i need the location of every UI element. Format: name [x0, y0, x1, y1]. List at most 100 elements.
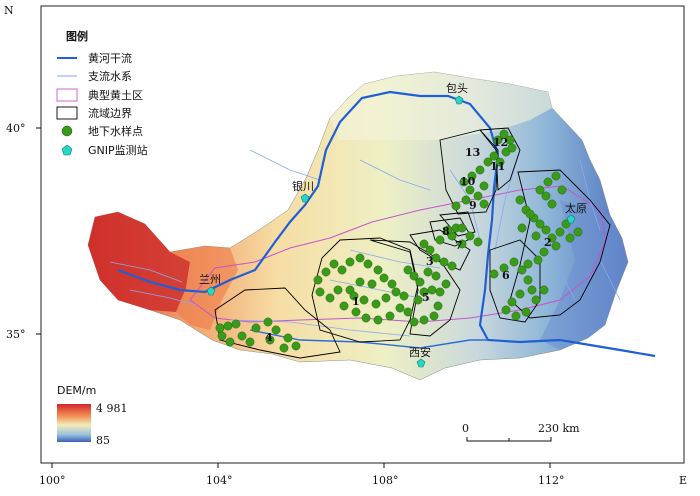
basin-number-3: 3 — [426, 255, 434, 268]
sample-point — [443, 225, 453, 235]
sample-point — [551, 241, 561, 251]
dem-max-label: 4 981 — [96, 402, 128, 415]
sample-point — [539, 285, 549, 295]
sample-point — [483, 157, 493, 167]
sample-point — [515, 195, 525, 205]
sample-point — [245, 337, 255, 347]
basin-number-9: 9 — [469, 199, 477, 212]
city-label-lanzhou: 兰州 — [199, 273, 221, 286]
sample-point — [451, 201, 461, 211]
basin-number-6: 6 — [502, 269, 510, 282]
sample-point — [391, 287, 401, 297]
typical-loess-region — [189, 185, 607, 323]
basin-number-10: 10 — [460, 175, 476, 188]
sample-point — [525, 209, 535, 219]
sample-point — [561, 219, 571, 229]
legend-label-boundary: 流域边界 — [88, 106, 132, 120]
sample-point — [363, 259, 373, 269]
sample-point — [541, 225, 551, 235]
compass-north-label: N — [4, 4, 14, 17]
sample-point — [457, 223, 467, 233]
sample-point — [509, 257, 519, 267]
plateau-zone — [330, 72, 552, 140]
sample-point — [339, 301, 349, 311]
sample-point — [431, 253, 441, 263]
sample-point — [495, 157, 505, 167]
legend-swatch-loess — [56, 88, 78, 102]
legend-label-mainstream: 黄河干流 — [88, 51, 132, 65]
sample-point — [263, 317, 273, 327]
lat-tick-40: 40° — [6, 122, 26, 135]
gnip-station-xian — [416, 358, 426, 368]
gnip-station-yinchuan — [300, 193, 310, 203]
sample-point — [467, 171, 477, 181]
sample-point — [435, 235, 445, 245]
sample-point — [499, 263, 509, 273]
sample-point — [403, 307, 413, 317]
sample-point — [425, 245, 435, 255]
compass-east-label: E — [679, 474, 687, 487]
gnip-station-taiyuan — [566, 214, 576, 224]
sample-point — [457, 239, 467, 249]
sample-point — [511, 311, 521, 321]
dem-min-label: 85 — [96, 434, 110, 447]
legend-label-tributary: 支流水系 — [88, 69, 132, 83]
sample-point — [573, 227, 583, 237]
sample-point — [387, 279, 397, 289]
legend-swatch-boundary — [56, 106, 78, 120]
sample-point — [465, 231, 475, 241]
city-label-xian: 西安 — [409, 345, 431, 359]
legend-title: 图例 — [66, 29, 88, 43]
sample-point — [547, 233, 557, 243]
basin-number-11: 11 — [490, 160, 505, 173]
sample-point — [355, 253, 365, 263]
sample-point — [225, 337, 235, 347]
basin-number-2: 2 — [544, 236, 552, 249]
sample-point — [479, 181, 489, 191]
sample-point — [409, 271, 419, 281]
sample-point — [217, 331, 227, 341]
sample-point — [517, 223, 527, 233]
sample-point — [373, 265, 383, 275]
sample-point — [527, 285, 537, 295]
sample-point — [351, 307, 361, 317]
sample-point — [379, 273, 389, 283]
sample-point — [345, 257, 355, 267]
legend-label-gnip: GNIP监测站 — [88, 143, 148, 157]
legend-swatch-gnip — [61, 144, 73, 156]
sample-point — [565, 233, 575, 243]
sample-point — [321, 267, 331, 277]
sample-point — [557, 185, 567, 195]
sample-point — [493, 135, 503, 145]
basin-number-5: 5 — [422, 291, 430, 304]
sample-point — [539, 247, 549, 257]
sample-point — [271, 325, 281, 335]
sample-point — [409, 317, 419, 327]
sample-point — [533, 255, 543, 265]
sample-point — [429, 311, 439, 321]
sample-point — [359, 295, 369, 305]
sample-point — [551, 171, 561, 181]
sample-point — [489, 269, 499, 279]
sample-point — [535, 185, 545, 195]
sample-point — [373, 315, 383, 325]
basin-number-1: 1 — [352, 295, 360, 308]
sample-point — [325, 293, 335, 303]
city-label-taiyuan: 太原 — [565, 202, 587, 215]
sample-point — [413, 295, 423, 305]
legend: 图例 黄河干流 支流水系 典型黄土区 流域边界 地下水样点 GNIP监测站 — [56, 29, 148, 157]
sample-point — [489, 151, 499, 161]
sample-point — [505, 135, 515, 145]
sample-point — [251, 323, 261, 333]
dem-gradient — [57, 404, 91, 442]
sample-point — [555, 227, 565, 237]
scale-bar: 0 230 km — [462, 422, 580, 442]
sample-point — [431, 271, 441, 281]
basin-number-4: 4 — [265, 331, 273, 344]
basin-number-8: 8 — [442, 225, 450, 238]
legend-label-sample-point: 地下水样点 — [88, 124, 143, 138]
basin-number-12: 12 — [493, 136, 508, 149]
sample-point — [433, 301, 443, 311]
sample-point — [447, 261, 457, 271]
